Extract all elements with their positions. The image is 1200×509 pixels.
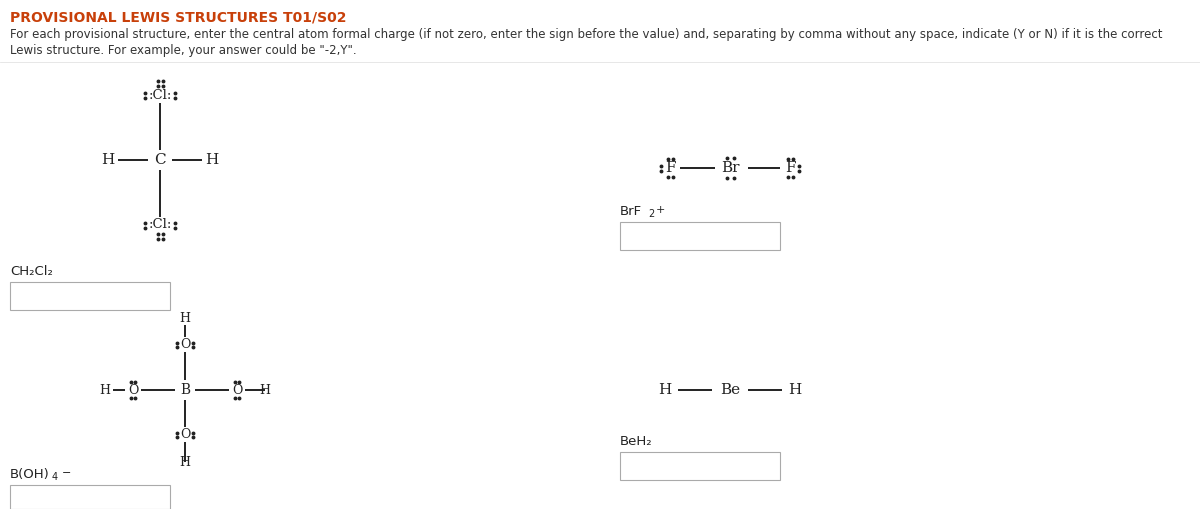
Text: For each provisional structure, enter the central atom formal charge (if not zer: For each provisional structure, enter th… [10,28,1163,41]
Bar [10,485,170,509]
Text: F: F [665,161,676,175]
Text: Be: Be [720,383,740,397]
Text: 2: 2 [648,209,654,219]
Text: O: O [180,429,190,441]
Text: C: C [154,153,166,167]
Text: O: O [232,383,242,397]
Text: :Cl:: :Cl: [149,218,172,232]
Text: 4: 4 [52,472,58,482]
Text: Lewis structure. For example, your answer could be "-2,Y".: Lewis structure. For example, your answe… [10,44,356,57]
Text: H: H [180,456,191,468]
Text: H: H [180,312,191,325]
Text: CH₂Cl₂: CH₂Cl₂ [10,265,53,278]
Text: H: H [659,383,672,397]
Text: H: H [100,383,110,397]
Text: H: H [788,383,802,397]
Text: O: O [180,338,190,352]
Bar [620,222,780,250]
Bar [10,282,170,310]
Text: H: H [101,153,115,167]
Text: B: B [180,383,190,397]
Text: F: F [785,161,796,175]
Text: BeH₂: BeH₂ [620,435,653,448]
Text: PROVISIONAL LEWIS STRUCTURES T01/S02: PROVISIONAL LEWIS STRUCTURES T01/S02 [10,10,347,24]
Text: H: H [259,383,270,397]
Text: :Cl:: :Cl: [149,89,172,101]
Text: −: − [62,468,71,478]
Text: +: + [656,205,665,215]
Text: H: H [205,153,218,167]
Text: BrF: BrF [620,205,642,218]
Text: B(OH): B(OH) [10,468,49,481]
Text: O: O [128,383,138,397]
Bar [620,452,780,480]
Text: Br: Br [721,161,739,175]
